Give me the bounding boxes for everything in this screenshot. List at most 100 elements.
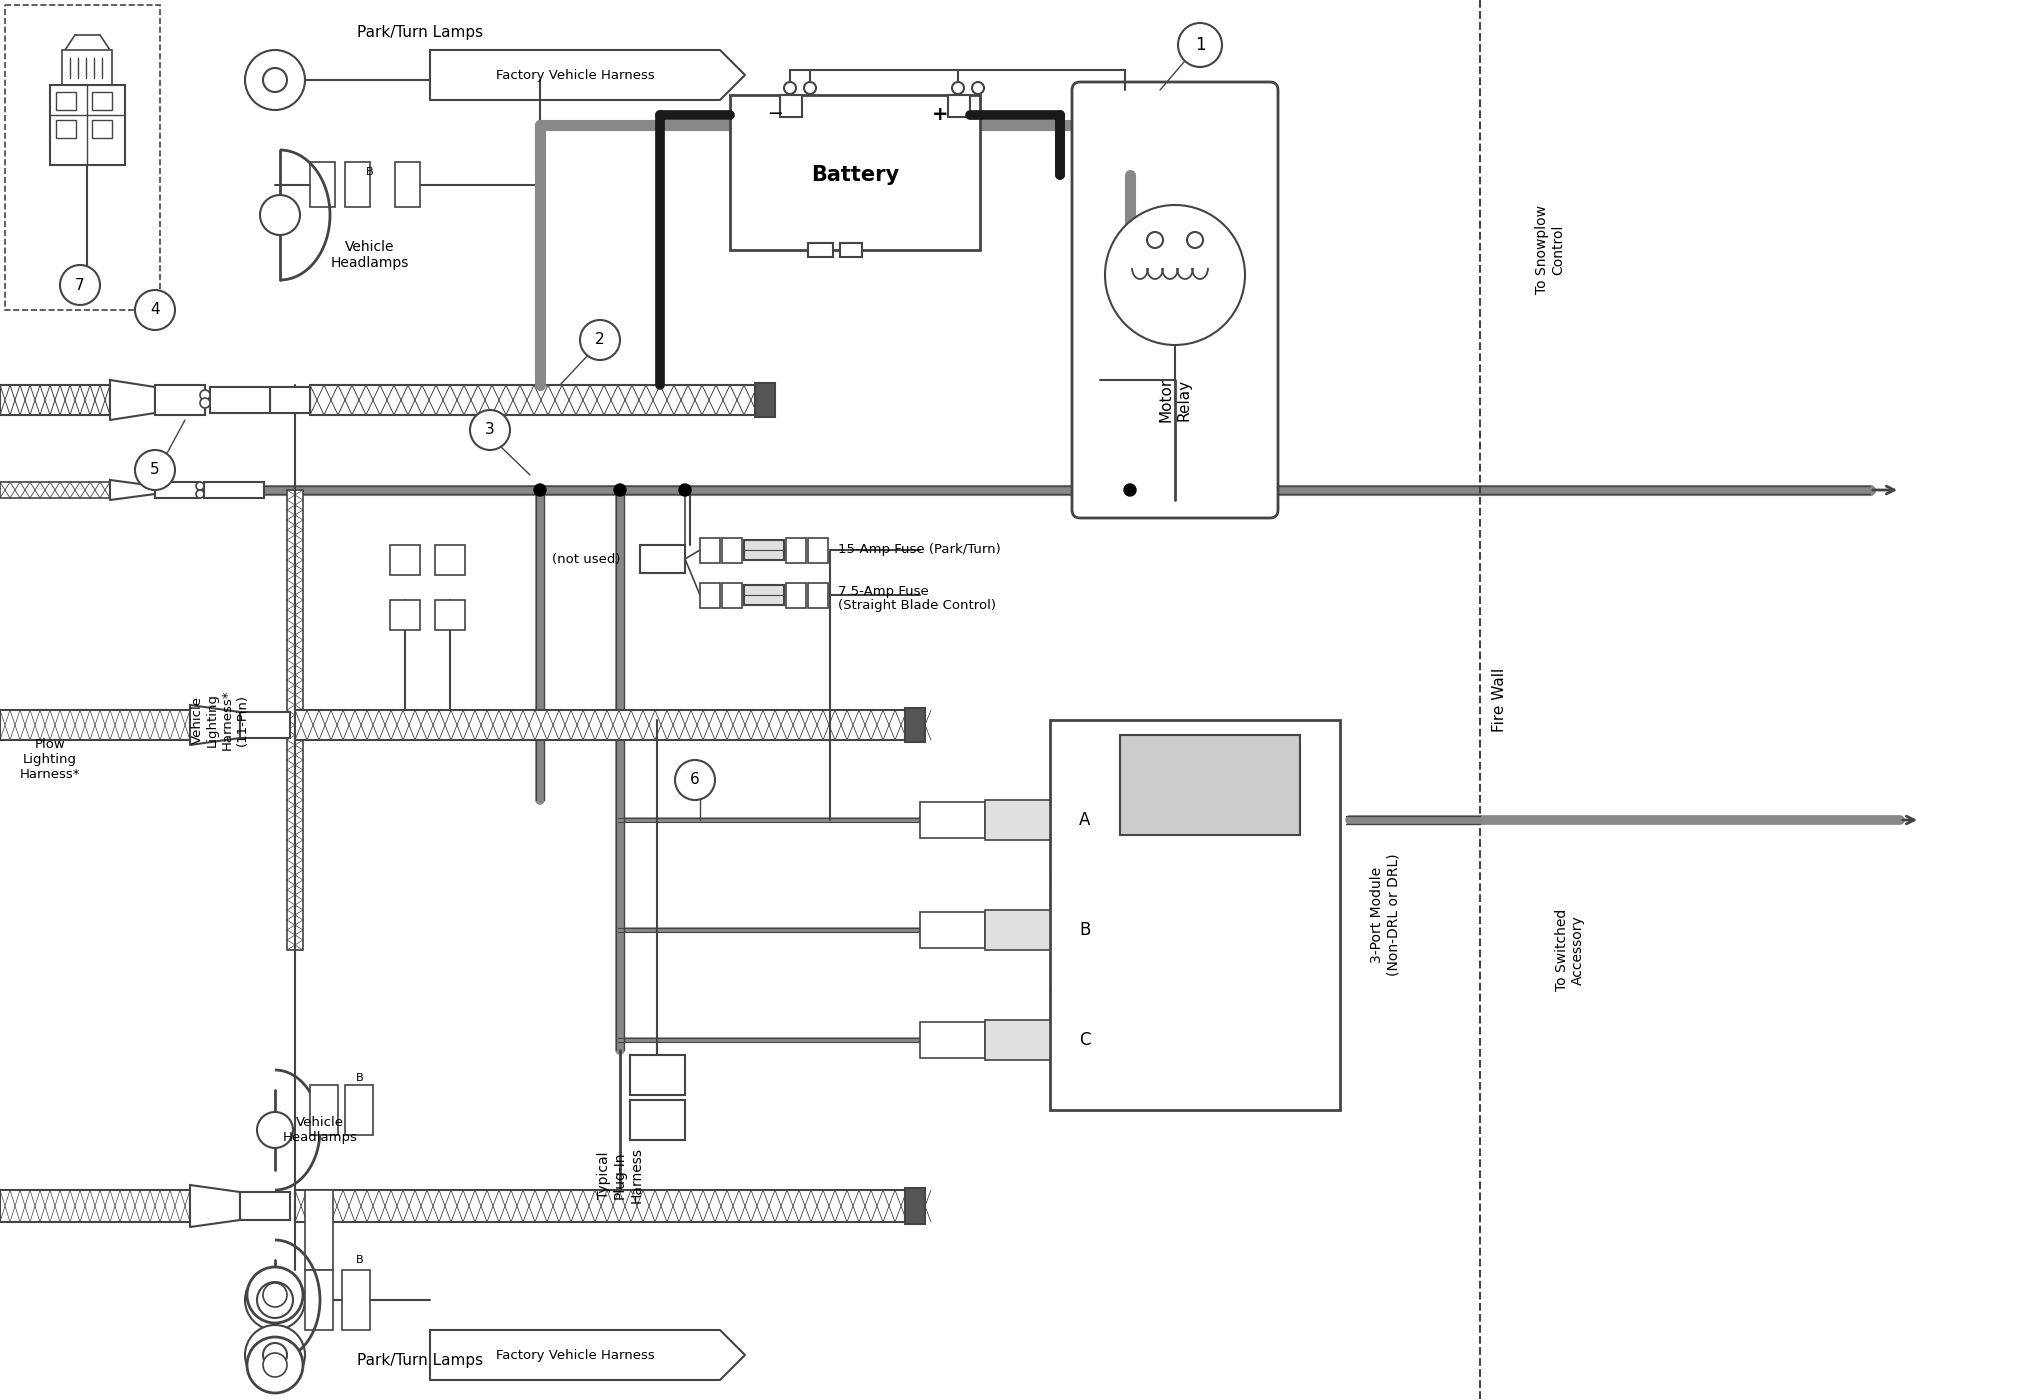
Bar (92, 92, 112, 111)
Text: Fire Wall: Fire Wall (1493, 668, 1507, 732)
Bar (722, 538, 742, 563)
Text: Motor
Relay: Motor Relay (1158, 378, 1191, 423)
Text: Factory Vehicle Harness: Factory Vehicle Harness (495, 69, 655, 81)
Circle shape (785, 83, 795, 94)
Bar (155, 385, 206, 414)
Bar (754, 384, 775, 417)
Polygon shape (110, 379, 155, 420)
Bar (807, 582, 828, 608)
Bar (722, 582, 742, 608)
Bar (434, 545, 465, 575)
Bar (920, 911, 985, 948)
Circle shape (247, 1267, 304, 1323)
Text: B: B (357, 1254, 363, 1266)
Text: 6: 6 (689, 773, 699, 787)
Polygon shape (430, 50, 744, 99)
Circle shape (263, 69, 287, 92)
Bar (807, 244, 834, 258)
Text: Plow
Lighting
Harness*: Plow Lighting Harness* (20, 739, 80, 781)
Bar (310, 385, 761, 414)
Bar (0, 710, 190, 741)
Bar (389, 545, 420, 575)
Bar (343, 1270, 369, 1330)
Text: Vehicle
Headlamps: Vehicle Headlamps (330, 239, 410, 270)
Bar (0, 1190, 190, 1222)
Bar (310, 162, 334, 207)
Bar (396, 162, 420, 207)
Bar (389, 601, 420, 630)
Circle shape (263, 1352, 287, 1378)
Bar (55, 92, 75, 111)
Circle shape (1179, 22, 1221, 67)
Circle shape (679, 484, 691, 496)
Bar (699, 582, 720, 608)
Circle shape (196, 482, 204, 490)
Polygon shape (110, 480, 155, 500)
Bar (840, 244, 862, 258)
Bar (785, 582, 805, 608)
Circle shape (247, 1337, 304, 1393)
Bar (345, 1085, 373, 1135)
Text: Park/Turn Lamps: Park/Turn Lamps (357, 1352, 483, 1368)
Circle shape (1123, 484, 1136, 496)
Text: Vehicle
Headlamps: Vehicle Headlamps (283, 1116, 357, 1144)
Text: +: + (932, 105, 948, 125)
Text: (not used): (not used) (551, 553, 620, 566)
Text: Park/Turn Lamps: Park/Turn Lamps (357, 24, 483, 39)
Bar (1119, 735, 1301, 834)
Bar (241, 1191, 290, 1219)
Polygon shape (190, 706, 241, 745)
Circle shape (200, 398, 210, 407)
Circle shape (534, 484, 546, 496)
Text: 15-Amp Fuse (Park/Turn): 15-Amp Fuse (Park/Turn) (838, 543, 1001, 556)
Text: 1: 1 (1195, 36, 1205, 55)
Circle shape (263, 1282, 287, 1308)
Bar (920, 802, 985, 839)
Text: 2: 2 (595, 333, 606, 347)
Bar (985, 1021, 1050, 1060)
Bar (807, 538, 828, 563)
Circle shape (196, 490, 204, 498)
Text: Factory Vehicle Harness: Factory Vehicle Harness (495, 1348, 655, 1361)
Circle shape (803, 83, 816, 94)
Bar (55, 120, 75, 139)
Text: 7: 7 (75, 277, 86, 293)
Bar (51, 85, 124, 165)
Bar (744, 585, 785, 605)
Bar (310, 1085, 338, 1135)
Circle shape (245, 1270, 306, 1330)
Text: 3-Port Module
(Non-DRL or DRL): 3-Port Module (Non-DRL or DRL) (1370, 854, 1401, 976)
Text: 4: 4 (151, 302, 159, 318)
Bar (905, 1189, 926, 1224)
Bar (985, 910, 1050, 951)
Text: To Snowplow
Control: To Snowplow Control (1535, 206, 1566, 294)
Bar (287, 490, 304, 951)
Bar (1050, 720, 1340, 1110)
Circle shape (973, 83, 985, 94)
Bar (905, 708, 926, 742)
Bar (785, 538, 805, 563)
Bar (948, 95, 971, 118)
Bar (630, 1056, 685, 1095)
Bar (92, 120, 112, 139)
Text: Typical
Plug-In
Harness: Typical Plug-In Harness (597, 1147, 642, 1203)
Text: 5: 5 (151, 462, 159, 477)
Bar (730, 95, 981, 251)
Text: 3: 3 (485, 423, 495, 437)
Circle shape (675, 760, 716, 799)
Circle shape (1105, 204, 1246, 344)
Text: Vehicle
Lighting
Harness*
(11-Pin): Vehicle Lighting Harness* (11-Pin) (192, 690, 249, 750)
FancyBboxPatch shape (1073, 83, 1278, 518)
Bar (345, 162, 369, 207)
Circle shape (1148, 232, 1162, 248)
Circle shape (263, 1343, 287, 1366)
Bar (4, 6, 159, 309)
Bar (699, 538, 720, 563)
Text: C: C (1079, 1030, 1091, 1049)
Text: To Switched
Accessory: To Switched Accessory (1556, 909, 1584, 991)
Bar (306, 1270, 332, 1330)
Text: A: A (1079, 811, 1091, 829)
Circle shape (245, 50, 306, 111)
Text: Battery: Battery (812, 165, 899, 185)
Text: B: B (367, 167, 373, 176)
